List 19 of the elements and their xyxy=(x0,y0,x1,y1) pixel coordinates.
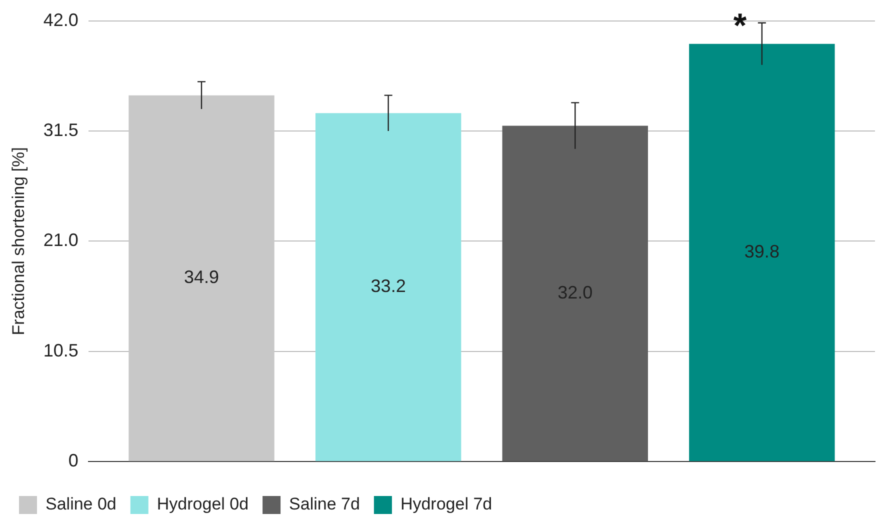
y-tick-label: 42.0 xyxy=(43,10,78,30)
legend-label: Saline 7d xyxy=(289,494,360,514)
bar xyxy=(128,95,274,462)
data-label: 34.9 xyxy=(184,267,220,288)
y-tick-label: 21.0 xyxy=(43,230,78,250)
y-tick-label: 10.5 xyxy=(43,340,78,360)
legend-label: Hydrogel 7d xyxy=(400,494,492,514)
data-label: 33.2 xyxy=(370,276,406,296)
data-label: 39.8 xyxy=(744,241,780,262)
y-tick-label: 31.5 xyxy=(43,120,78,140)
data-label: 32.0 xyxy=(558,282,593,302)
legend-label: Saline 0d xyxy=(46,494,116,514)
bar xyxy=(502,126,648,462)
legend-label: Hydrogel 0d xyxy=(156,494,249,514)
bar xyxy=(689,44,835,462)
bar xyxy=(315,113,462,462)
y-axis-title: Fractional shortening [%] xyxy=(8,147,28,336)
annotation: * xyxy=(733,6,748,45)
y-tick-label: 0 xyxy=(68,450,78,471)
